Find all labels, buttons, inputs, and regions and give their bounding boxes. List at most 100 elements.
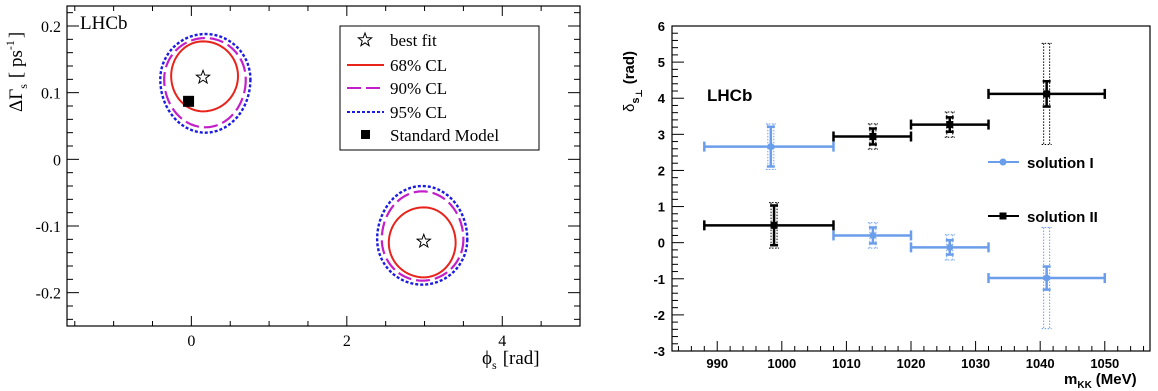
best-fit-star-1 — [194, 68, 212, 85]
legend-star-shape — [356, 31, 374, 47]
point-marker — [1043, 274, 1051, 282]
left-x-axis-title: ϕs [rad] — [482, 348, 540, 372]
y-tick-label: -2 — [653, 308, 665, 323]
left-y-ticks: -0.2 -0.1 0 0.1 0.2 — [36, 12, 580, 320]
left-x-ticks: 0 2 4 — [74, 6, 581, 350]
legend-marker-solution-2 — [999, 212, 1007, 220]
point-marker — [767, 143, 775, 151]
x-tick-label: 1000 — [767, 356, 796, 371]
right-plot-frame — [671, 25, 1151, 352]
data-point — [909, 111, 990, 138]
right-legend: solution I solution II — [988, 155, 1098, 226]
y-tick-label: 0.1 — [41, 86, 61, 103]
right-y-axis-title: δs⊥ (rad) — [621, 51, 644, 112]
y-tick-label: 5 — [658, 55, 665, 70]
x-tick-label: 1020 — [897, 356, 926, 371]
legend-label-95cl: 95% CL — [390, 103, 447, 122]
x-tick-label: 1010 — [832, 356, 861, 371]
point-marker — [869, 133, 877, 140]
legend-label-solution-1: solution I — [1027, 155, 1094, 172]
left-xlabel-sub: s — [492, 358, 497, 372]
data-point — [703, 123, 835, 170]
right-ylabel: δ — [621, 104, 638, 112]
point-marker — [1043, 90, 1051, 98]
right-experiment-label: LHCb — [707, 86, 752, 105]
legend: best fit 68% CL 90% CL 95% CL Standard M… — [339, 25, 540, 151]
point-marker — [869, 231, 877, 239]
x-tick-label: 2 — [343, 333, 351, 350]
y-tick-label: 0 — [658, 236, 665, 251]
data-point — [987, 42, 1107, 145]
y-tick-label: 0.2 — [41, 19, 61, 36]
contour-layer — [159, 32, 469, 286]
left-plot-frame — [66, 5, 581, 327]
legend-entry-90cl: 90% CL — [347, 79, 447, 98]
legend-square-icon — [361, 130, 370, 139]
left-ylabel: ΔΓ — [6, 89, 27, 112]
legend-entry-solution-1: solution I — [988, 155, 1094, 172]
right-xlabel-unit: (MeV) — [1096, 371, 1137, 388]
y-tick-label: -0.1 — [36, 219, 61, 236]
y-tick-label: 2 — [658, 163, 665, 178]
right-xlabel-sub: KK — [1077, 380, 1092, 391]
contour-90cl-region-2 — [380, 190, 465, 282]
y-tick-label: 0 — [53, 152, 61, 169]
legend-entry-68cl: 68% CL — [347, 56, 447, 75]
x-tick-label: 1050 — [1090, 356, 1119, 371]
legend-label-68cl: 68% CL — [390, 56, 447, 75]
data-point — [909, 234, 990, 261]
right-series-layer — [703, 42, 1107, 330]
legend-entry-solution-2: solution II — [988, 209, 1098, 226]
contour-68cl-region-2 — [387, 206, 457, 279]
left-xlabel-unit: [rad] — [503, 348, 540, 369]
y-tick-label: -0.2 — [36, 286, 61, 303]
data-point — [703, 202, 835, 249]
contour-90cl-region-1 — [163, 36, 247, 129]
legend-star-icon — [356, 31, 374, 47]
legend-marker-solution-1 — [999, 158, 1007, 166]
series-1 — [703, 123, 1107, 330]
point-marker — [770, 221, 778, 229]
legend-label-90cl: 90% CL — [390, 79, 447, 98]
legend-label-best-fit: best fit — [390, 31, 437, 50]
y-tick-label: 6 — [658, 19, 665, 34]
x-tick-label: 1040 — [1026, 356, 1055, 371]
marker-layer — [183, 68, 432, 249]
error-bar-plot: 990 1000 1010 1020 1030 1040 1050 -3 -2 -1 0 1 2 3 4 5… — [621, 19, 1151, 391]
point-marker — [946, 121, 954, 129]
x-tick-label: 1030 — [961, 356, 990, 371]
left-ylabel-unit-sup: -1 — [3, 40, 17, 50]
data-point — [832, 123, 913, 150]
right-ylabel-unit: (rad) — [621, 51, 638, 84]
right-ylabel-sub: s — [630, 98, 642, 104]
contour-95cl-region-2 — [375, 184, 469, 286]
right-xlabel: m — [1064, 371, 1077, 388]
right-y-ticks: -3 -2 -1 0 1 2 3 4 5 6 — [653, 19, 684, 359]
y-tick-label: 1 — [658, 200, 665, 215]
contour-68cl-region-1 — [170, 40, 240, 113]
right-x-ticks: 990 1000 1010 1020 1030 1040 1050 — [677, 341, 1145, 371]
right-x-axis-title: mKK (MeV) — [1064, 371, 1137, 391]
right-ylabel-subsub: ⊥ — [634, 89, 644, 97]
data-point — [832, 222, 913, 249]
x-tick-label: 0 — [187, 333, 195, 350]
legend-entry-standard-model: Standard Model — [361, 126, 499, 145]
left-experiment-label: LHCb — [80, 13, 128, 34]
left-ylabel-sub: s — [16, 84, 30, 89]
left-ylabel-unit: [ ps — [6, 50, 27, 78]
best-fit-star-2 — [415, 232, 432, 249]
legend-label-standard-model: Standard Model — [390, 126, 499, 145]
data-point — [987, 227, 1107, 330]
left-ylabel-unit-close: ] — [6, 32, 27, 38]
legend-label-solution-2: solution II — [1027, 209, 1098, 226]
legend-entry-95cl: 95% CL — [347, 103, 447, 122]
point-marker — [946, 243, 954, 251]
y-tick-label: 3 — [658, 127, 665, 142]
legend-entry-best-fit: best fit — [356, 31, 437, 50]
series-2 — [703, 42, 1107, 249]
y-tick-label: -3 — [653, 344, 665, 359]
left-y-axis-title: ΔΓs [ ps-1] — [3, 32, 30, 112]
standard-model-marker — [183, 95, 195, 107]
